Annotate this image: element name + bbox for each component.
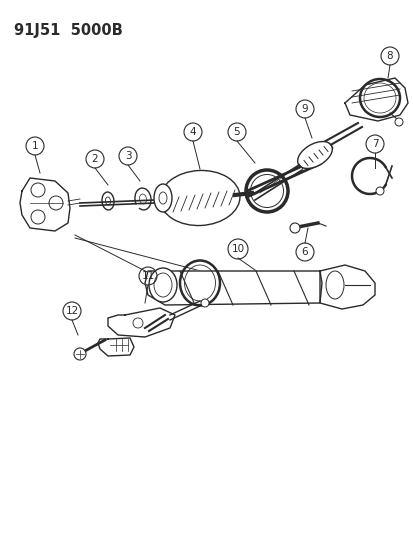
Polygon shape [344,78,407,121]
Ellipse shape [154,184,171,212]
Text: 11: 11 [141,271,154,281]
Text: 7: 7 [371,139,377,149]
Text: 8: 8 [386,51,392,61]
Polygon shape [98,338,134,356]
Polygon shape [20,178,70,231]
Circle shape [74,348,86,360]
Text: 2: 2 [91,154,98,164]
Circle shape [394,118,402,126]
Text: 1: 1 [32,141,38,151]
Circle shape [375,187,383,195]
Text: 3: 3 [124,151,131,161]
Text: 91J51  5000B: 91J51 5000B [14,23,122,38]
Text: 10: 10 [231,244,244,254]
Ellipse shape [160,171,240,225]
Ellipse shape [297,142,332,168]
Circle shape [289,223,299,233]
Polygon shape [145,271,321,305]
Ellipse shape [149,268,177,302]
Polygon shape [319,265,374,309]
Text: 6: 6 [301,247,308,257]
Circle shape [201,299,209,307]
Text: 12: 12 [65,306,78,316]
Text: 9: 9 [301,104,308,114]
Text: 4: 4 [189,127,196,137]
Text: 5: 5 [233,127,240,137]
Polygon shape [108,308,175,337]
